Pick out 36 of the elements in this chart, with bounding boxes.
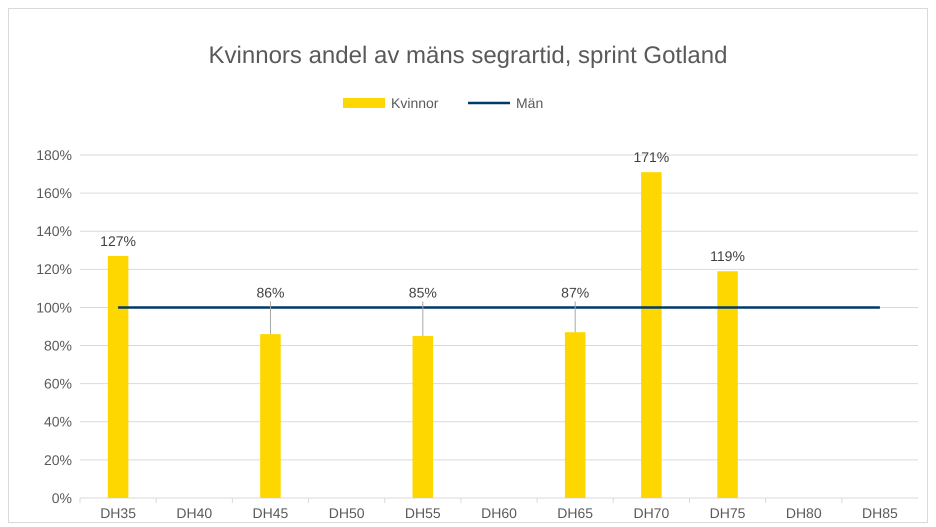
x-tick-label: DH45 bbox=[252, 505, 289, 521]
y-tick-label: 100% bbox=[36, 299, 72, 316]
bar bbox=[641, 172, 662, 498]
x-tick-label: DH70 bbox=[633, 505, 670, 521]
x-tick-label: DH50 bbox=[328, 505, 365, 521]
y-tick-label: 60% bbox=[44, 376, 72, 392]
y-tick-label: 0% bbox=[52, 490, 72, 506]
legend-label: Män bbox=[516, 95, 544, 111]
x-tick-label: DH80 bbox=[786, 505, 822, 521]
y-tick-label: 40% bbox=[44, 414, 72, 430]
data-label: 85% bbox=[408, 284, 437, 300]
x-tick-label: DH65 bbox=[557, 505, 594, 521]
bar bbox=[108, 256, 128, 498]
y-tick-label: 80% bbox=[44, 337, 72, 354]
bar bbox=[412, 336, 434, 498]
x-tick-label: DH40 bbox=[176, 505, 212, 521]
y-tick-label: 160% bbox=[36, 185, 72, 202]
y-tick-label: 20% bbox=[44, 452, 72, 468]
x-tick-label: DH55 bbox=[404, 505, 441, 521]
data-label: 119% bbox=[710, 248, 745, 264]
x-tick-label: DH35 bbox=[100, 505, 136, 521]
x-tick-label: DH85 bbox=[862, 505, 898, 521]
data-label: 86% bbox=[256, 284, 284, 300]
y-tick-label: 180% bbox=[36, 146, 72, 163]
bar bbox=[260, 334, 281, 498]
data-label: 127% bbox=[100, 232, 136, 249]
x-tick-label: DH60 bbox=[481, 505, 518, 521]
bar bbox=[564, 332, 586, 498]
y-tick-label: 120% bbox=[36, 261, 72, 278]
chart-title: Kvinnors andel av mäns segrartid, sprint Gotland bbox=[208, 42, 728, 69]
y-tick-label: 140% bbox=[36, 223, 72, 240]
data-label: 87% bbox=[561, 284, 590, 300]
data-label: 171% bbox=[633, 149, 670, 166]
legend-label: Kvinnor bbox=[391, 95, 439, 111]
bar bbox=[717, 271, 738, 498]
x-tick-label: DH75 bbox=[710, 505, 746, 521]
